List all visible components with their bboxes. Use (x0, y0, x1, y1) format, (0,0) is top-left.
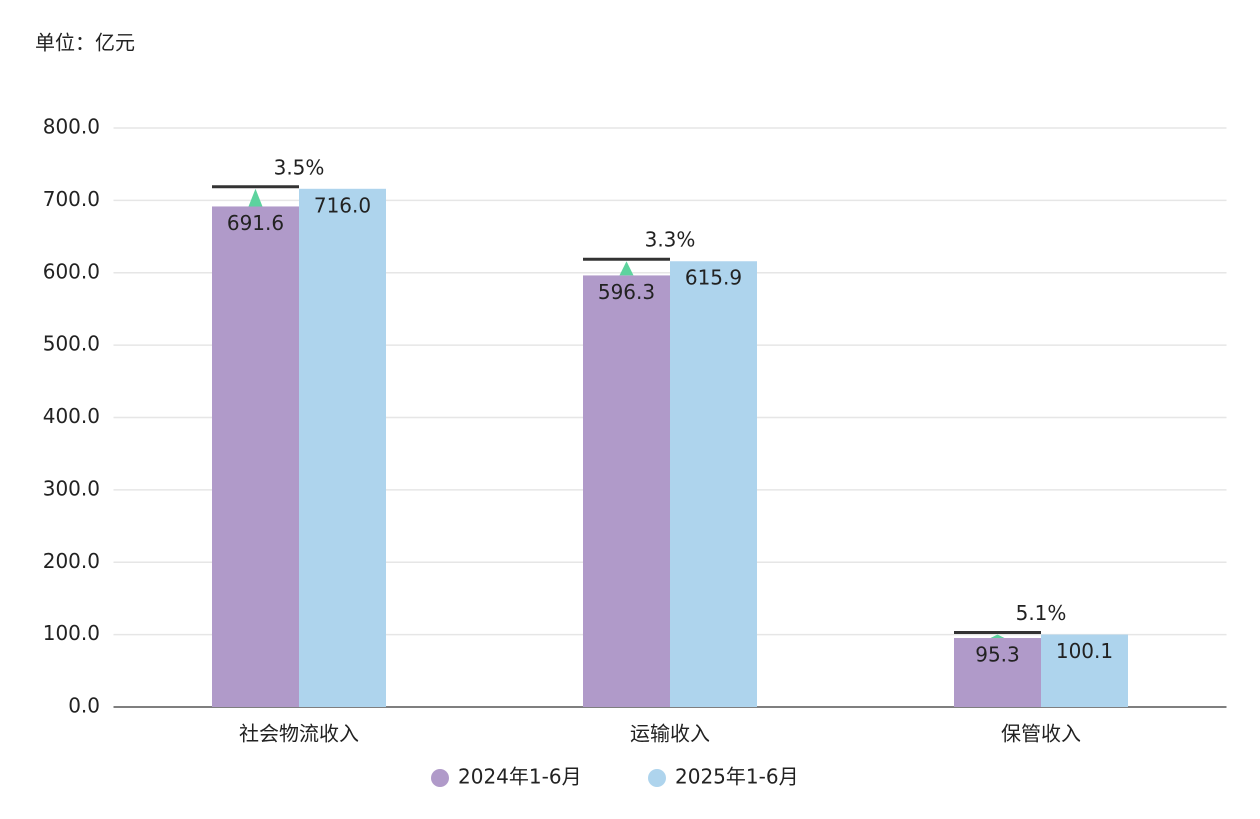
y-tick-label: 200.0 (43, 549, 100, 573)
bar (212, 206, 299, 707)
y-tick-label: 500.0 (43, 332, 100, 356)
y-tick-label: 600.0 (43, 259, 100, 283)
legend-label: 2025年1-6月 (675, 765, 799, 789)
y-tick-label: 400.0 (43, 404, 100, 428)
growth-arrow (248, 188, 263, 207)
y-tick-label: 0.0 (68, 694, 100, 718)
y-tick-label: 800.0 (43, 115, 100, 139)
x-tick-label: 社会物流收入 (239, 722, 359, 746)
data-label: 596.3 (598, 280, 655, 304)
bar (1041, 634, 1128, 707)
data-label: 615.9 (685, 266, 742, 290)
data-label: 100.1 (1056, 639, 1113, 663)
legend-marker (431, 769, 449, 787)
y-tick-label: 300.0 (43, 476, 100, 500)
bar (299, 188, 386, 708)
data-label: 95.3 (975, 643, 1020, 667)
legend-label: 2024年1-6月 (458, 765, 582, 789)
x-tick-label: 保管收入 (1001, 722, 1081, 746)
data-label: 716.0 (314, 193, 371, 217)
growth-label: 3.3% (645, 228, 696, 252)
bar (954, 638, 1041, 707)
data-label: 691.6 (227, 211, 284, 235)
growth-arrow (619, 261, 634, 276)
unit-label: 单位：亿元 (35, 31, 135, 55)
growth-arrow (990, 634, 1005, 639)
y-tick-label: 100.0 (43, 621, 100, 645)
y-tick-label: 700.0 (43, 187, 100, 211)
growth-label: 3.5% (274, 155, 325, 179)
bar (670, 261, 757, 707)
bar (583, 275, 670, 707)
x-tick-label: 运输收入 (630, 722, 710, 746)
legend-marker (648, 769, 666, 787)
growth-label: 5.1% (1016, 601, 1067, 625)
